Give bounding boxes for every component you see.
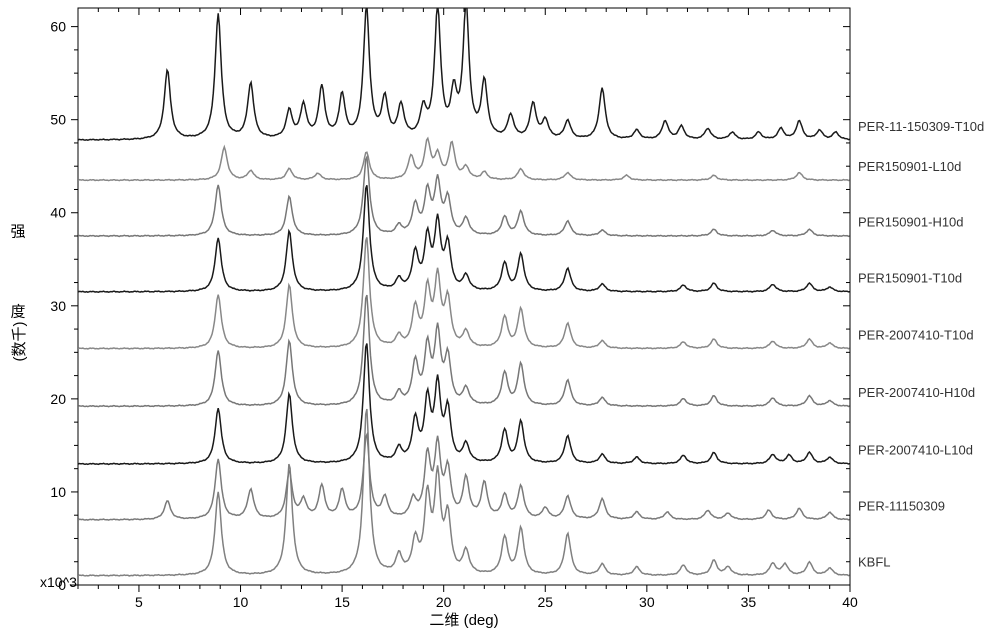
- xrd-trace: [78, 344, 850, 465]
- y-tick-label: 30: [50, 298, 66, 314]
- series-label: PER-2007410-T10d: [858, 327, 974, 342]
- x-tick-label: 5: [135, 594, 143, 610]
- series-label: PER-11-150309-T10d: [858, 119, 984, 134]
- x-tick-label: 10: [233, 594, 249, 610]
- plot-frame: [78, 8, 850, 585]
- xrd-trace: [78, 409, 850, 576]
- xrd-trace: [78, 185, 850, 292]
- y-scale-text: x10^3: [40, 574, 77, 590]
- x-tick-label: 25: [537, 594, 553, 610]
- y-tick-label: 50: [50, 112, 66, 128]
- series-label: PER150901-L10d: [858, 159, 961, 174]
- y-tick-label: 60: [50, 19, 66, 35]
- x-tick-label: 35: [741, 594, 757, 610]
- series-label: PER-2007410-H10d: [858, 385, 975, 400]
- series-label: KBFL: [858, 554, 891, 569]
- xrd-chart: 5101520253035400102030405060二维 (deg)强 度(…: [0, 0, 1000, 630]
- series-label: PER150901-T10d: [858, 271, 962, 286]
- x-tick-label: 15: [334, 594, 350, 610]
- series-label: PER-2007410-L10d: [858, 443, 973, 458]
- xrd-trace: [78, 5, 850, 140]
- y-axis-label-char: 度: [10, 304, 25, 321]
- xrd-trace: [78, 295, 850, 407]
- xrd-trace: [78, 138, 850, 180]
- chart-svg: 5101520253035400102030405060二维 (deg)强 度(…: [0, 0, 1000, 630]
- y-axis-sublabel: (数千): [11, 322, 28, 362]
- y-tick-label: 40: [50, 205, 66, 221]
- x-axis-label: 二维 (deg): [429, 612, 498, 629]
- x-tick-label: 40: [842, 594, 858, 610]
- series-label: PER150901-H10d: [858, 215, 964, 230]
- xrd-trace: [78, 237, 850, 349]
- y-tick-label: 10: [50, 484, 66, 500]
- series-label: PER-11150309: [858, 499, 945, 514]
- x-tick-label: 20: [436, 594, 452, 610]
- y-axis-label-char: 强: [10, 224, 25, 241]
- xrd-trace: [78, 435, 850, 520]
- xrd-trace: [78, 157, 850, 236]
- y-tick-label: 20: [50, 391, 66, 407]
- x-tick-label: 30: [639, 594, 655, 610]
